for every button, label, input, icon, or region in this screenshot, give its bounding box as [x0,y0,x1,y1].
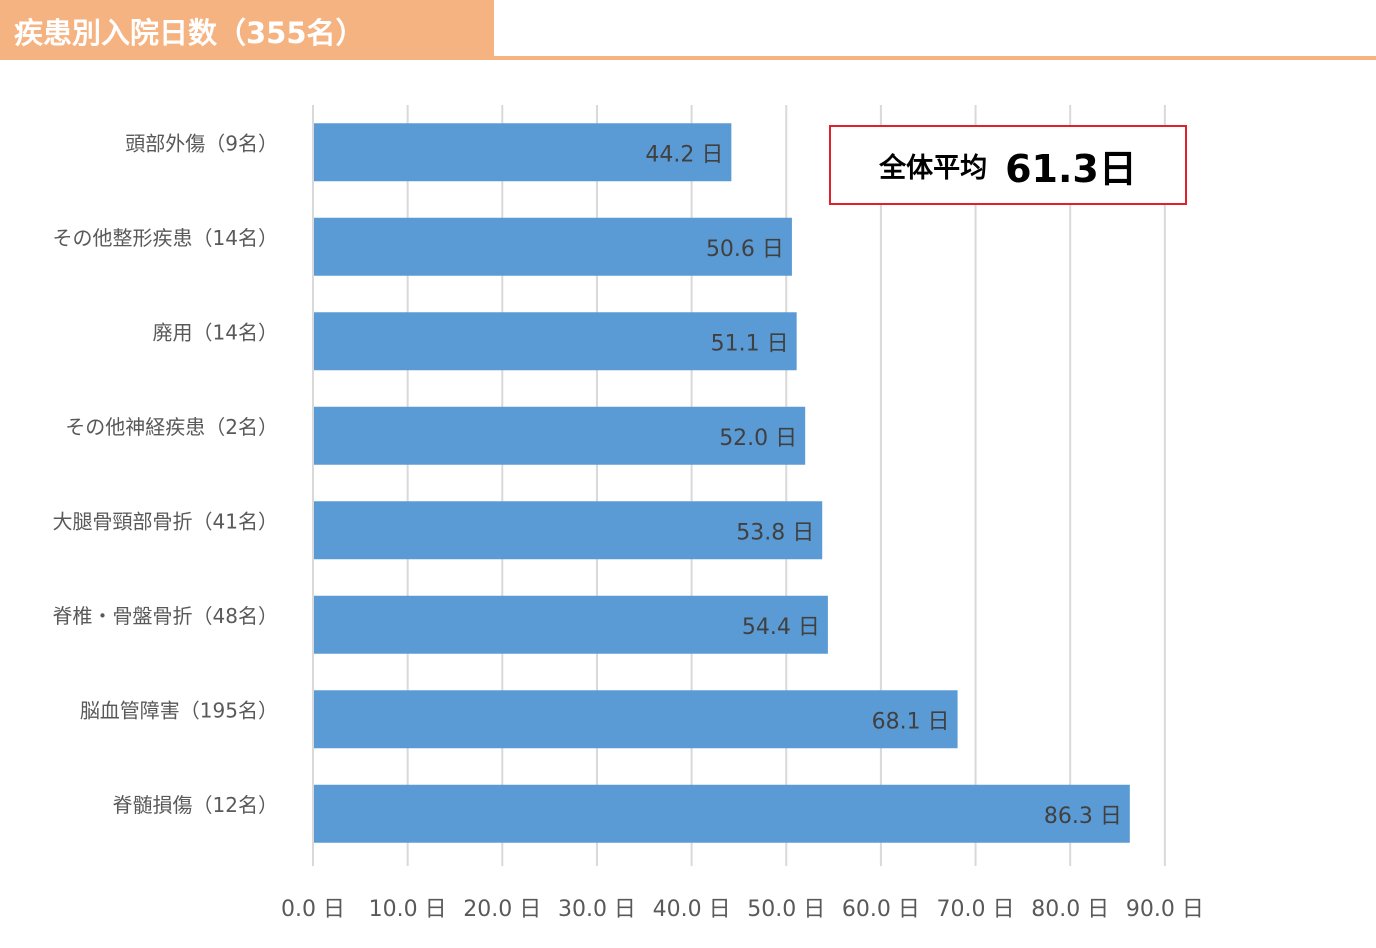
bar-value-label: 51.1 日 [711,331,789,356]
header-tab: 疾患別入院日数（355名） [0,0,494,58]
category-label: 脊椎・骨盤骨折（48名） [53,604,278,628]
x-tick-label: 20.0 日 [463,897,541,922]
category-label: 頭部外傷（9名） [125,131,278,155]
bar-value-label: 52.0 日 [719,426,797,451]
x-tick-label: 60.0 日 [842,897,920,922]
category-label: 大腿骨頸部骨折（41名） [53,509,278,533]
x-tick-label: 50.0 日 [747,897,825,922]
page-title: 疾患別入院日数（355名） [14,16,365,50]
bar-value-label: 50.6 日 [706,237,784,262]
x-tick-label: 40.0 日 [653,897,731,922]
x-tick-label: 10.0 日 [369,897,447,922]
x-tick-label: 0.0 日 [281,897,345,922]
x-tick-label: 90.0 日 [1126,897,1204,922]
bar [314,217,792,276]
bar-value-label: 53.8 日 [736,520,814,545]
bar [314,312,797,371]
x-tick-label: 30.0 日 [558,897,636,922]
bar-value-label: 54.4 日 [742,615,820,640]
tick-labels: 0.0 日 10.0 日 20.0 日 30.0 日 40.0 日 50.0 日 60.0 … [281,897,1204,922]
average-label: 全体平均 [879,152,988,184]
bar [314,784,1130,843]
category-label: その他整形疾患（14名） [53,226,278,250]
category-label: 脳血管障害（195名） [80,698,278,722]
category-labels: 頭部外傷（9名） その他整形疾患（14名） 廃用（14名） その他神経疾患（2名） 大腿… [53,131,278,817]
bar-value-label: 44.2 日 [645,142,723,167]
category-label: その他神経疾患（2名） [65,415,278,439]
category-label: 廃用（14名） [153,320,278,344]
x-tick-label: 70.0 日 [937,897,1015,922]
average-value: 61.3日 [1005,146,1137,191]
bar-value-label: 68.1 日 [872,709,950,734]
bar [314,595,828,654]
bar [314,501,823,560]
bar [314,690,958,749]
bar [314,123,732,182]
header-underline [0,56,1376,60]
average-box: 全体平均 61.3日 [829,125,1187,205]
bars: 44.2 日 50.6 日 51.1 日 52.0 日 53.8 日 54.4 日 68.1… [314,123,1130,843]
bar-value-label: 86.3 日 [1044,804,1122,829]
bar [314,406,806,465]
x-tick-label: 80.0 日 [1031,897,1109,922]
category-label: 脊髄損傷（12名） [113,793,278,817]
